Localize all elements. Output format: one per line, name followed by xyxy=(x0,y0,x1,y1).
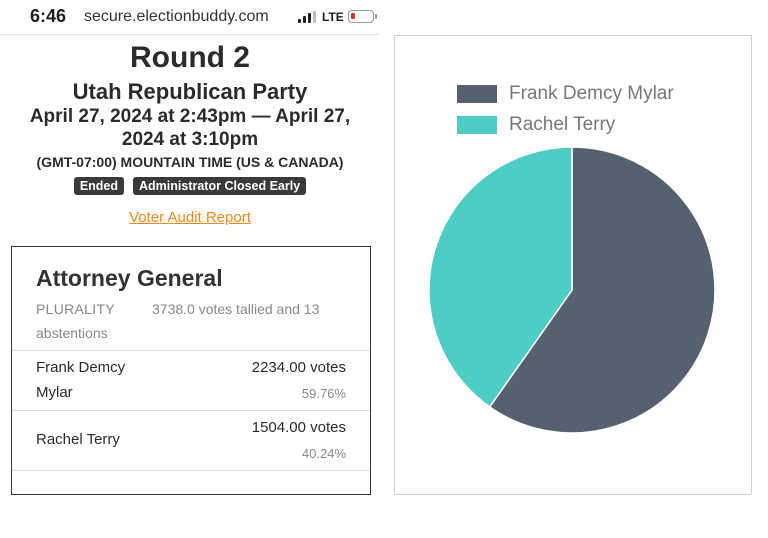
timezone-label: (GMT-07:00) MOUNTAIN TIME (US & CANADA) xyxy=(36,154,344,170)
pie-slice-frank-demcy-mylar[interactable] xyxy=(488,146,716,434)
pie-slice-rachel-terry[interactable] xyxy=(428,146,573,408)
network-label: LTE xyxy=(322,10,344,24)
candidate-name: Frank Demcy xyxy=(36,359,126,376)
election-header: Round 2 Utah Republican Party April 27, … xyxy=(0,38,380,226)
office-title: Attorney General xyxy=(36,265,223,291)
legend-label: Frank Demcy Mylar xyxy=(509,83,674,104)
legend-swatch xyxy=(457,85,497,103)
tally-summary-cont: abstentions xyxy=(36,325,108,341)
candidate-percent: 40.24% xyxy=(301,446,346,461)
pie-chart-panel: Frank Demcy Mylar Rachel Terry xyxy=(394,35,752,495)
battery-icon xyxy=(348,10,377,23)
status-badges: Ended Administrator Closed Early xyxy=(0,177,380,195)
candidate-votes: 2234.00 votes xyxy=(251,359,346,376)
closed-early-badge: Administrator Closed Early xyxy=(133,177,307,195)
results-card: Attorney General PLURALITY 3738.0 votes … xyxy=(11,246,371,495)
signal-icon xyxy=(298,11,318,23)
candidate-name-cont: Mylar xyxy=(36,384,73,401)
row-divider xyxy=(12,350,370,351)
ended-badge: Ended xyxy=(73,177,125,195)
status-time: 6:46 xyxy=(30,6,67,26)
organization-name: Utah Republican Party xyxy=(72,79,308,104)
candidate-votes: 1504.00 votes xyxy=(251,419,346,436)
candidate-percent: 59.76% xyxy=(301,386,346,401)
legend-label: Rachel Terry xyxy=(509,114,616,135)
row-divider xyxy=(12,410,370,411)
status-bar: 6:46 secure.electionbuddy.com LTE xyxy=(0,0,380,34)
legend-item: Frank Demcy Mylar xyxy=(457,83,674,105)
round-title: Round 2 xyxy=(130,41,250,74)
pie-chart xyxy=(428,146,716,434)
voting-method: PLURALITY xyxy=(36,301,115,317)
url-bar[interactable]: secure.electionbuddy.com xyxy=(84,8,269,25)
voter-audit-link[interactable]: Voter Audit Report xyxy=(129,209,251,226)
status-divider xyxy=(0,34,380,35)
row-divider xyxy=(12,470,370,471)
candidate-name: Rachel Terry xyxy=(36,431,120,448)
legend-swatch xyxy=(457,116,497,134)
tally-summary: 3738.0 votes tallied and 13 xyxy=(152,301,320,317)
election-dates: April 27, 2024 at 2:43pm — April 27, 202… xyxy=(29,106,351,150)
legend-item: Rachel Terry xyxy=(457,114,615,136)
